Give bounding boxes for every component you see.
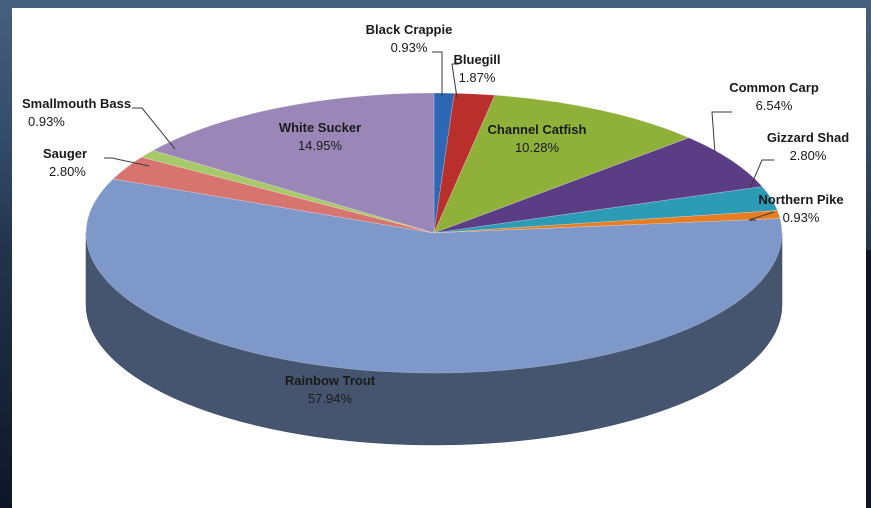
slice-value-white-sucker: 14.95%	[298, 138, 343, 153]
slice-label-gizzard-shad: Gizzard Shad	[767, 130, 849, 145]
slice-label-northern-pike: Northern Pike	[758, 192, 843, 207]
slice-common-carp	[433, 137, 763, 234]
leader-line-gizzard-shad	[749, 159, 774, 189]
pie-chart: Black Crappie 0.93% Bluegill 1.87% Channel C…	[22, 22, 849, 446]
slice-channel-catfish	[433, 94, 690, 234]
slice-label-black-crappie: Black Crappie	[366, 22, 453, 37]
leader-line-bluegill	[451, 63, 459, 99]
slice-smallmouth-bass	[140, 150, 435, 234]
slice-black-crappie	[433, 92, 455, 234]
slice-rainbow-trout	[85, 178, 783, 374]
slice-value-bluegill: 1.87%	[459, 70, 496, 85]
slice-label-rainbow-trout: Rainbow Trout	[285, 373, 376, 388]
slice-bluegill	[433, 92, 496, 234]
slice-value-smallmouth-bass: 0.93%	[28, 114, 65, 129]
slice-label-bluegill: Bluegill	[454, 52, 501, 67]
slice-white-sucker	[152, 92, 435, 234]
pie-top	[85, 92, 783, 374]
leader-line-black-crappie	[432, 51, 443, 96]
leader-line-smallmouth-bass	[132, 107, 176, 150]
slice-gizzard-shad	[433, 186, 778, 234]
slice-value-sauger: 2.80%	[49, 164, 86, 179]
slice-label-sauger: Sauger	[43, 146, 87, 161]
slice-northern-pike	[433, 210, 781, 234]
slice-value-northern-pike: 0.93%	[783, 210, 820, 225]
background-left	[0, 250, 12, 508]
chart-panel: Black Crappie 0.93% Bluegill 1.87% Channel C…	[12, 8, 866, 508]
slice-value-channel-catfish: 10.28%	[515, 140, 560, 155]
slice-value-common-carp: 6.54%	[756, 98, 793, 113]
leader-lines	[104, 51, 775, 221]
slice-label-white-sucker: White Sucker	[279, 120, 361, 135]
slice-value-black-crappie: 0.93%	[391, 40, 428, 55]
leader-line-sauger	[104, 157, 150, 167]
slice-value-gizzard-shad: 2.80%	[790, 148, 827, 163]
leader-line-northern-pike	[748, 211, 775, 221]
slice-sauger	[112, 156, 435, 234]
leader-line-common-carp	[711, 111, 732, 154]
slice-value-rainbow-trout: 57.94%	[308, 391, 353, 406]
slice-label-common-carp: Common Carp	[729, 80, 819, 95]
slice-label-channel-catfish: Channel Catfish	[488, 122, 587, 137]
slice-labels: Black Crappie 0.93% Bluegill 1.87% Channel C…	[22, 22, 849, 406]
slice-label-smallmouth-bass: Smallmouth Bass	[22, 96, 131, 111]
